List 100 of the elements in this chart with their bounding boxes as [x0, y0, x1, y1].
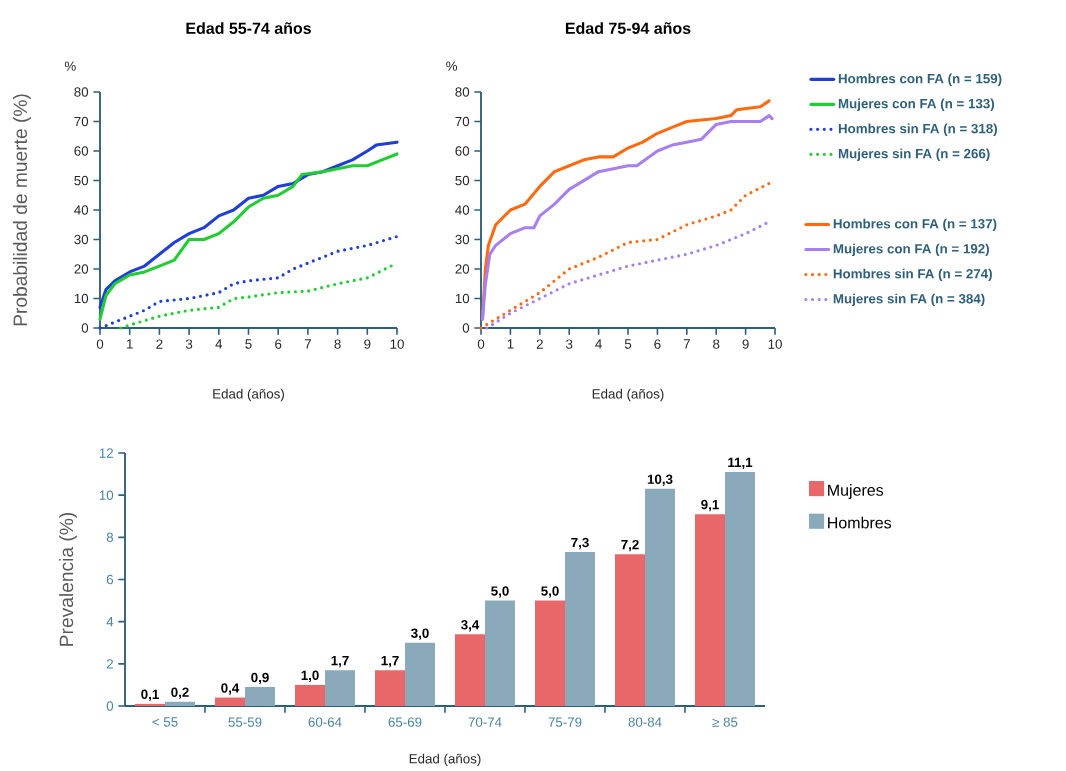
x-tick-label: 9 — [364, 339, 371, 349]
x-tick-label: 10 — [390, 339, 404, 349]
legend-label: Mujeres — [828, 484, 884, 499]
legend-label: Mujeres sin FA (n = 384) — [833, 293, 985, 307]
x-tick-label: 6 — [654, 339, 661, 349]
data-label: 7,3 — [571, 537, 589, 550]
bar — [565, 552, 595, 706]
x-axis-title: Edad (años) — [409, 753, 481, 767]
y-tick-label: 70 — [455, 116, 470, 127]
legend-label: Mujeres con FA (n = 192) — [833, 243, 989, 257]
y-tick-label: 20 — [455, 264, 470, 274]
x-tick-label: 70-74 — [468, 717, 502, 727]
x-tick-label: 6 — [275, 339, 282, 349]
bar — [245, 687, 275, 706]
y-tick-label: 60 — [74, 146, 89, 156]
y-tick-label: 10 — [74, 293, 89, 304]
bar — [615, 554, 645, 706]
x-tick-label: 2 — [536, 339, 543, 349]
y-tick-label: 50 — [455, 175, 470, 186]
y-tick-label: 40 — [74, 205, 89, 215]
bar — [135, 703, 165, 706]
bar — [165, 701, 195, 706]
legend-label: Mujeres con FA (n = 133) — [838, 98, 995, 111]
y-tick-label: 10 — [455, 293, 470, 304]
bar — [325, 670, 355, 706]
chart-title: Edad 75-94 años — [565, 22, 691, 34]
data-label: 7,2 — [621, 539, 639, 552]
x-tick-label: 1 — [507, 339, 514, 349]
legend-label: Hombres sin FA (n = 318) — [838, 123, 997, 136]
x-tick-label: 7 — [304, 339, 311, 349]
data-label: 5,0 — [491, 586, 509, 598]
x-tick-label: 75-79 — [548, 717, 582, 727]
y-tick-label: 30 — [74, 234, 89, 245]
data-label: 9,1 — [701, 499, 719, 512]
y-tick-label: 40 — [455, 205, 470, 215]
y-tick-label: 80 — [74, 87, 89, 97]
bar — [535, 600, 565, 706]
chart-title: Edad 55-74 años — [186, 22, 311, 34]
bar — [215, 697, 245, 706]
legend-label: Hombres — [828, 516, 892, 529]
y-tick-label: 12 — [99, 448, 113, 458]
data-label: 0,4 — [221, 683, 240, 695]
x-tick-label: 10 — [768, 339, 782, 349]
data-label: 0,2 — [171, 687, 189, 699]
y-tick-label: 2 — [106, 659, 113, 669]
x-tick-label: 8 — [334, 339, 341, 349]
y-tick-label: 10 — [99, 490, 114, 500]
y-tick-label: 30 — [455, 234, 470, 245]
y-tick-label: 0 — [81, 323, 89, 333]
x-axis-title: Edad (años) — [592, 388, 664, 402]
legend-label: Hombres con FA (n = 137) — [833, 218, 997, 232]
bar — [455, 634, 485, 706]
bar — [485, 600, 515, 706]
x-tick-label: 9 — [742, 339, 749, 349]
bar — [405, 642, 435, 706]
data-label: 3,0 — [411, 628, 429, 640]
x-tick-label: 55-59 — [228, 717, 262, 727]
bar — [645, 488, 675, 706]
x-axis-title: Edad (años) — [213, 388, 284, 402]
y-tick-label: 6 — [106, 574, 114, 585]
data-label: 1,7 — [381, 655, 399, 668]
x-tick-label: 0 — [477, 339, 485, 349]
y-tick-label: 70 — [74, 116, 89, 127]
data-label: 0,9 — [251, 672, 269, 685]
x-tick-label: 60-64 — [308, 717, 342, 727]
data-label: 1,7 — [331, 655, 349, 668]
y-tick-label: 50 — [74, 175, 89, 186]
y-axis-title: Probabilidad de muerte (%) — [12, 94, 31, 326]
x-tick-label: 1 — [127, 339, 133, 349]
y-tick-label: 0 — [462, 323, 470, 333]
data-label: 5,0 — [541, 586, 559, 598]
data-label: 1,0 — [301, 670, 319, 682]
bar — [725, 471, 755, 706]
x-tick-label: 2 — [156, 339, 163, 349]
x-tick-label: 8 — [713, 339, 720, 349]
legend-label: Mujeres sin FA (n = 266) — [838, 148, 990, 161]
y-tick-label: 80 — [455, 87, 470, 97]
y-tick-label: 0 — [106, 701, 114, 711]
x-tick-label: 3 — [185, 339, 193, 349]
data-label: 3,4 — [461, 620, 480, 632]
x-tick-label: 65-69 — [388, 717, 422, 727]
x-tick-label: 7 — [683, 339, 690, 349]
x-tick-label: ≥ 85 — [712, 717, 738, 727]
x-tick-label: 5 — [245, 339, 252, 349]
data-label: 11,1 — [728, 457, 753, 470]
y-tick-label: 4 — [106, 617, 114, 627]
legend-label: Hombres sin FA (n = 274) — [833, 268, 992, 282]
x-tick-label: 3 — [566, 339, 573, 349]
bar — [695, 514, 725, 706]
y-axis-title: Prevalencia (%) — [59, 512, 77, 646]
x-tick-label: 4 — [215, 339, 223, 349]
data-label: 0,1 — [141, 689, 159, 701]
legend-label: Hombres con FA (n = 159) — [838, 73, 1002, 86]
x-tick-label: 80-84 — [628, 717, 662, 727]
y-tick-label: 60 — [455, 146, 470, 156]
y-tick-label: 8 — [106, 532, 114, 543]
x-tick-label: 4 — [595, 339, 602, 349]
x-tick-label: 5 — [624, 339, 632, 349]
text: % — [446, 61, 458, 71]
bar — [295, 684, 325, 706]
